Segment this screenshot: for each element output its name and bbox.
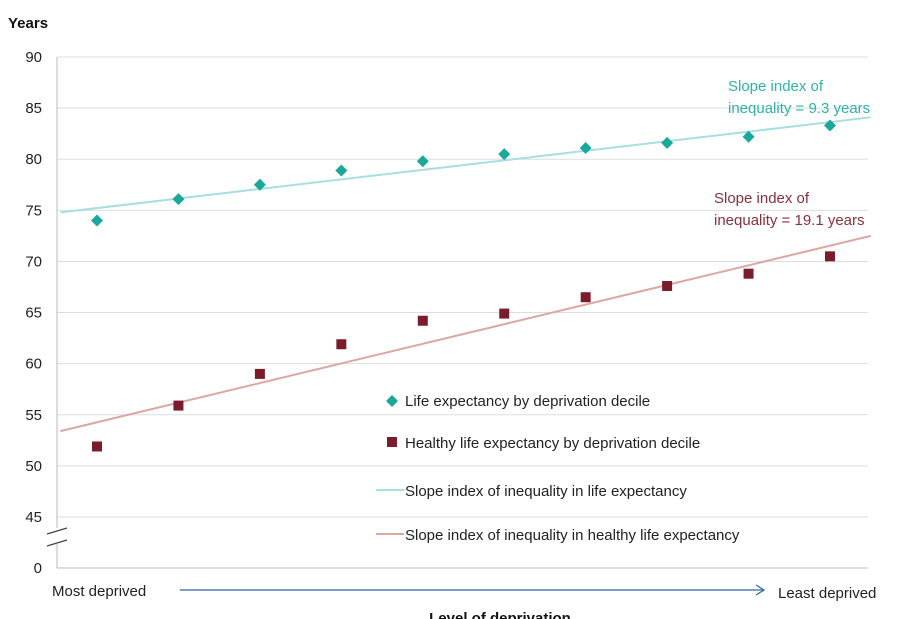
axis-break-mark — [45, 527, 69, 547]
healthy-life-expectancy-point-9 — [743, 268, 754, 279]
healthy-life-expectancy-point-3 — [254, 368, 265, 379]
life-annotation-line-2: inequality = 9.3 years — [728, 100, 870, 117]
diamond-marker-icon — [386, 395, 398, 407]
healthy-annotation-line-2: inequality = 19.1 years — [714, 212, 865, 229]
legend-item-slope-life: Slope index of inequality in life expect… — [376, 483, 687, 500]
data-points — [91, 119, 836, 452]
healthy-life-expectancy-point-1 — [92, 441, 102, 452]
y-tick-labels: 90 85 80 75 70 65 60 55 50 45 0 — [25, 49, 42, 577]
y-tick-label-45: 45 — [25, 509, 42, 526]
x-start-label: Most deprived — [52, 583, 146, 600]
healthy-life-expectancy-point-2 — [173, 400, 184, 411]
x-end-label: Least deprived — [778, 585, 876, 602]
y-tick-label-80: 80 — [25, 151, 42, 168]
legend-item-slope-healthy: Slope index of inequality in healthy lif… — [376, 527, 740, 544]
y-tick-label-85: 85 — [25, 100, 42, 117]
healthy-life-expectancy-point-6 — [499, 308, 510, 319]
deprivation-arrow-icon — [180, 584, 766, 596]
healthy-life-expectancy-point-5 — [417, 315, 428, 326]
life-expectancy-point-1 — [91, 214, 103, 227]
legend: Life expectancy by deprivation decile He… — [376, 393, 740, 544]
life-expectancy-point-3 — [253, 178, 266, 191]
y-tick-label-50: 50 — [25, 458, 42, 475]
trendline-life-expectancy — [60, 116, 871, 214]
y-axis-title: Years — [8, 15, 48, 32]
life-expectancy-point-8 — [661, 136, 674, 149]
healthy-life-expectancy-point-4 — [336, 339, 347, 350]
legend-label-slope-life: Slope index of inequality in life expect… — [405, 483, 687, 500]
life-expectancy-annotation: Slope index of inequality = 9.3 years — [728, 78, 870, 117]
legend-label-healthy-life-expectancy: Healthy life expectancy by deprivation d… — [405, 435, 700, 452]
y-tick-label-75: 75 — [25, 202, 42, 219]
healthy-life-expectancy-point-10 — [825, 251, 835, 262]
legend-item-life-expectancy: Life expectancy by deprivation decile — [386, 393, 650, 410]
life-expectancy-point-4 — [335, 164, 348, 177]
life-expectancy-point-5 — [416, 155, 429, 168]
y-tick-label-0: 0 — [34, 560, 42, 577]
trendlines — [60, 116, 871, 433]
y-tick-label-60: 60 — [25, 356, 42, 373]
life-annotation-line-1: Slope index of — [728, 78, 824, 95]
life-expectancy-point-6 — [498, 148, 511, 161]
healthy-life-expectancy-point-7 — [580, 292, 591, 303]
healthy-life-expectancy-point-8 — [662, 280, 673, 291]
y-tick-label-55: 55 — [25, 407, 42, 424]
healthy-annotation-line-1: Slope index of — [714, 190, 810, 207]
trendline-healthy-life-expectancy — [60, 234, 871, 433]
legend-item-healthy-life-expectancy: Healthy life expectancy by deprivation d… — [387, 435, 700, 452]
square-marker-icon — [387, 437, 397, 447]
life-expectancy-point-2 — [172, 193, 185, 206]
legend-label-slope-healthy: Slope index of inequality in healthy lif… — [405, 527, 740, 544]
y-tick-label-90: 90 — [25, 49, 42, 66]
y-tick-label-70: 70 — [25, 253, 42, 270]
healthy-life-expectancy-annotation: Slope index of inequality = 19.1 years — [714, 190, 865, 229]
life-expectancy-point-9 — [742, 130, 755, 143]
life-expectancy-point-7 — [579, 141, 592, 154]
legend-label-life-expectancy: Life expectancy by deprivation decile — [405, 393, 650, 410]
y-tick-label-65: 65 — [25, 305, 42, 322]
x-axis-title: Level of deprivation — [429, 610, 571, 619]
life-expectancy-point-10 — [824, 119, 836, 132]
gridlines — [57, 56, 868, 518]
